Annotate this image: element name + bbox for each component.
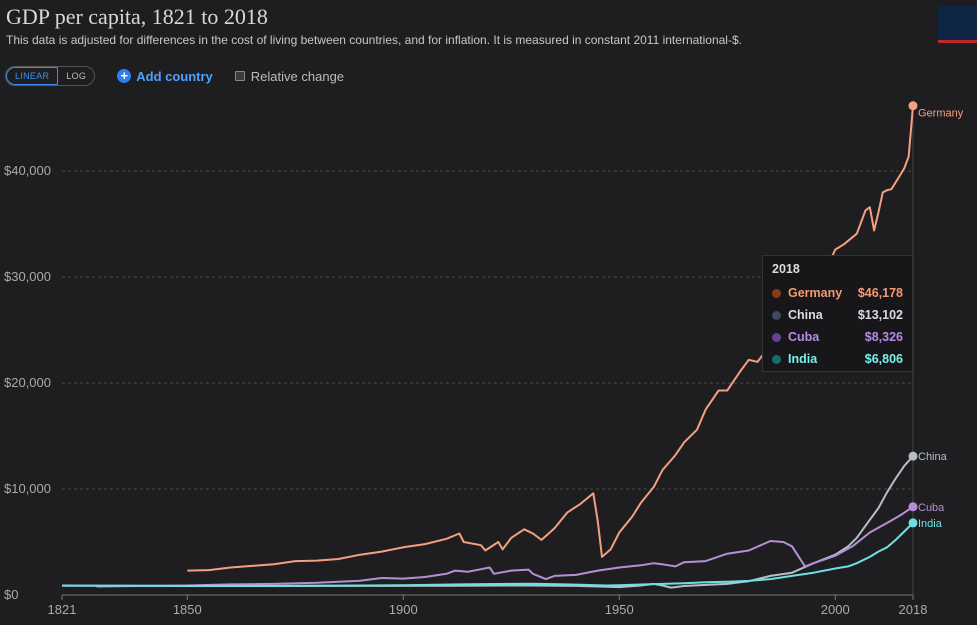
tooltip-country: China [788, 308, 823, 322]
x-tick-label: 1821 [48, 602, 77, 617]
hover-tooltip: 2018 Germany $46,178 China $13,102 Cuba $8,32… [762, 255, 913, 372]
series-label-china: China [918, 451, 948, 463]
y-tick-label: $30,000 [4, 269, 51, 284]
add-country-label: Add country [136, 68, 213, 84]
series-line-china [61, 455, 914, 589]
tooltip-value: $13,102 [857, 308, 903, 322]
legend-dot-icon [772, 288, 781, 298]
end-point-india [908, 518, 918, 528]
tooltip-row-china: China $13,102 [772, 304, 903, 326]
relative-change-label: Relative change [250, 68, 345, 84]
legend-dot-icon [772, 354, 781, 364]
x-tick-label: 2000 [821, 602, 850, 617]
y-tick-label: $20,000 [4, 375, 51, 390]
x-tick-label: 1850 [173, 602, 202, 617]
legend-dot-icon [772, 310, 781, 320]
tooltip-country: India [788, 352, 818, 366]
y-tick-label: $10,000 [4, 481, 51, 496]
checkbox-icon[interactable] [234, 71, 245, 81]
end-point-cuba [908, 502, 918, 512]
end-point-germany [908, 101, 918, 111]
chart-controls: LINEAR LOG + Add country Relative change [5, 66, 344, 86]
end-point-china [908, 451, 918, 461]
series-label-germany: Germany [918, 108, 964, 120]
tooltip-value: $6,806 [864, 352, 903, 366]
tooltip-country: Germany [788, 286, 843, 300]
x-axis: 1821 1850 1900 1950 2000 2018 [48, 594, 928, 617]
scale-toggle: LINEAR LOG [5, 66, 96, 86]
y-tick-label: $40,000 [4, 163, 51, 178]
series-line-india [61, 522, 914, 587]
add-country-button[interactable]: + Add country [117, 69, 213, 84]
linear-scale-button[interactable]: LINEAR [6, 67, 59, 85]
plus-icon: + [117, 69, 132, 83]
tooltip-value: $46,178 [857, 286, 903, 300]
chart-subtitle: This data is adjusted for differences in… [6, 33, 742, 47]
series-line-cuba [96, 505, 914, 588]
x-tick-label: 1900 [389, 602, 418, 617]
tooltip-year: 2018 [772, 262, 800, 276]
tooltip-row-germany: Germany $46,178 [772, 282, 903, 304]
y-tick-label: $0 [4, 587, 18, 602]
tooltip-row-india: India $6,806 [772, 348, 903, 370]
log-scale-button[interactable]: LOG [66, 71, 87, 81]
legend-dot-icon [772, 332, 781, 342]
series-end-labels: Germany China Cuba India [918, 108, 964, 530]
tooltip-country: Cuba [788, 330, 820, 344]
x-tick-label: 2018 [899, 602, 928, 617]
chart-title: GDP per capita, 1821 to 2018 [6, 4, 268, 29]
series-lines [61, 101, 918, 589]
tooltip-row-cuba: Cuba $8,326 [772, 326, 903, 348]
x-tick-label: 1950 [605, 602, 634, 617]
tooltip-value: $8,326 [864, 330, 903, 344]
y-axis: $0 $10,000 $20,000 $30,000 $40,000 [4, 163, 51, 602]
owid-logo[interactable] [938, 6, 977, 43]
series-label-cuba: Cuba [918, 502, 945, 514]
series-label-india: India [918, 518, 943, 530]
relative-change-toggle[interactable]: Relative change [234, 68, 345, 84]
series-line-germany [187, 105, 914, 572]
